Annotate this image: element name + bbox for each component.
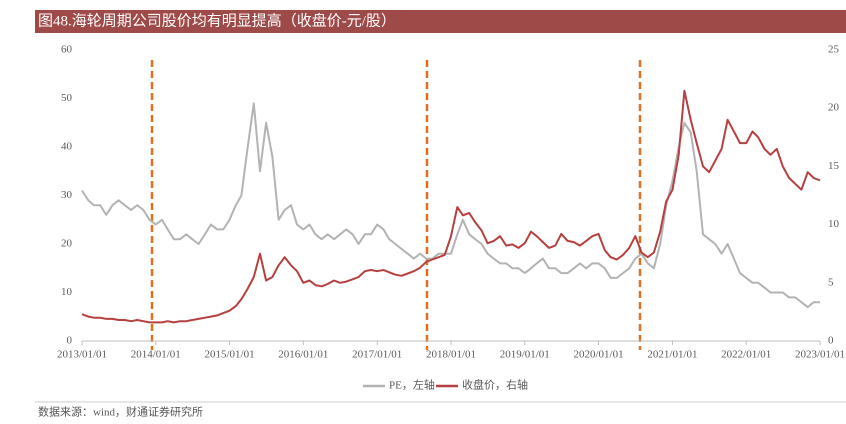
- y-tick-label: 60: [61, 44, 73, 56]
- x-tick-label: 2014/01/01: [131, 349, 181, 361]
- y-tick-label: 0: [67, 335, 73, 347]
- x-tick-label: 2023/01/01: [795, 349, 845, 361]
- x-tick-label: 2017/01/01: [352, 349, 402, 361]
- legend-label: PE，左轴: [389, 378, 435, 392]
- y-tick-label: 40: [61, 141, 73, 153]
- series-line: [81, 102, 820, 309]
- annotation-lines: [150, 60, 642, 350]
- y2-tick-label: 0: [828, 335, 834, 347]
- x-tick-label: 2021/01/01: [647, 349, 697, 361]
- y2-tick-label: 25: [828, 44, 840, 56]
- y2-tick-label: 10: [828, 218, 840, 230]
- x-tick-label: 2016/01/01: [278, 349, 328, 361]
- y-tick-label: 50: [61, 92, 73, 104]
- y2-tick-label: 5: [828, 276, 834, 288]
- y2-tick-label: 20: [828, 102, 840, 114]
- legend-label: 收盘价，右轴: [462, 378, 528, 392]
- x-tick-label: 2013/01/01: [57, 349, 107, 361]
- series-line: [81, 89, 821, 324]
- y2-tick-label: 15: [828, 160, 840, 172]
- y-tick-label: 10: [61, 286, 73, 298]
- x-tick-label: 2022/01/01: [721, 349, 771, 361]
- x-tick-label: 2015/01/01: [204, 349, 254, 361]
- source-note: 数据来源：wind，财通证券研究所: [38, 405, 203, 419]
- x-tick-label: 2019/01/01: [500, 349, 550, 361]
- chart-title: 图48.海轮周期公司股价均有明显提高（收盘价-元/股）: [38, 11, 396, 29]
- y-tick-label: 20: [61, 238, 73, 250]
- title-banner: [35, 10, 846, 33]
- x-tick-label: 2018/01/01: [426, 349, 476, 361]
- x-tick-label: 2020/01/01: [573, 349, 623, 361]
- y-tick-label: 30: [61, 189, 73, 201]
